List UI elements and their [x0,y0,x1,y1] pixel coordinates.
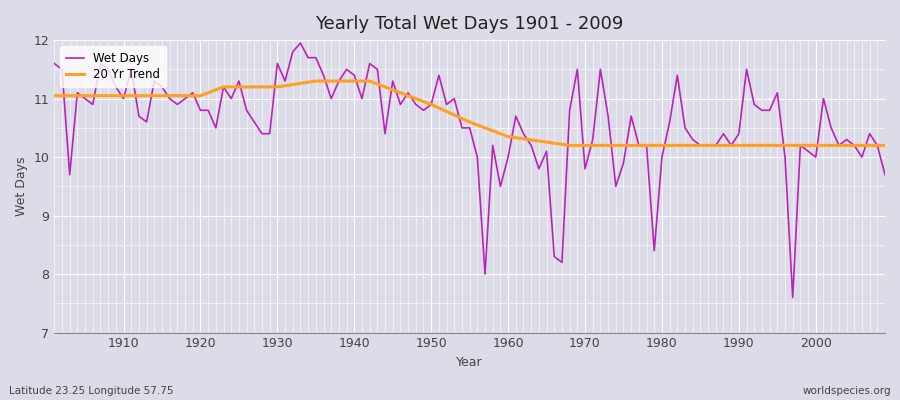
Wet Days [503,155,514,160]
20 Yr Trend [426,102,436,107]
20 Yr Trend [118,93,129,98]
Wet Days [334,79,345,84]
20 Yr Trend [272,84,283,89]
Wet Days [510,114,521,118]
Wet Days [295,41,306,46]
20 Yr Trend [310,79,321,84]
20 Yr Trend [272,84,283,89]
Legend: Wet Days, 20 Yr Trend: Wet Days, 20 Yr Trend [60,46,166,87]
20 Yr Trend [395,90,406,95]
Wet Days [49,61,59,66]
20 Yr Trend [118,93,129,98]
20 Yr Trend [503,134,514,139]
20 Yr Trend [564,143,575,148]
20 Yr Trend [218,84,229,89]
20 Yr Trend [426,102,436,107]
20 Yr Trend [464,120,475,124]
20 Yr Trend [364,79,375,84]
20 Yr Trend [564,143,575,148]
20 Yr Trend [503,134,514,139]
20 Yr Trend [49,93,59,98]
X-axis label: Year: Year [456,356,483,369]
20 Yr Trend [464,120,475,124]
20 Yr Trend [364,79,375,84]
20 Yr Trend [195,93,206,98]
Wet Days [280,79,291,84]
Wet Days [788,295,798,300]
Line: Wet Days: Wet Days [54,43,885,298]
Wet Days [603,114,614,118]
Wet Days [879,172,890,177]
Y-axis label: Wet Days: Wet Days [15,156,28,216]
20 Yr Trend [310,79,321,84]
Wet Days [111,84,122,89]
Text: Latitude 23.25 Longitude 57.75: Latitude 23.25 Longitude 57.75 [9,386,174,396]
20 Yr Trend [218,84,229,89]
20 Yr Trend [879,143,890,148]
20 Yr Trend [195,93,206,98]
Title: Yearly Total Wet Days 1901 - 2009: Yearly Total Wet Days 1901 - 2009 [316,15,624,33]
Text: worldspecies.org: worldspecies.org [803,386,891,396]
20 Yr Trend [395,90,406,95]
Line: 20 Yr Trend: 20 Yr Trend [54,81,885,146]
